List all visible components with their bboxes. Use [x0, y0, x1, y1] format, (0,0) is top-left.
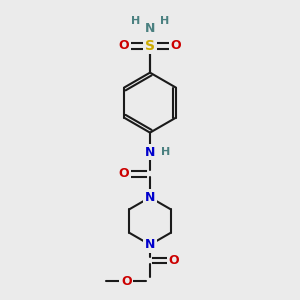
Text: N: N	[145, 22, 155, 35]
Text: S: S	[145, 39, 155, 53]
Text: O: O	[121, 274, 132, 288]
Text: N: N	[145, 238, 155, 251]
Text: O: O	[119, 167, 129, 180]
Text: O: O	[168, 254, 179, 267]
Text: H: H	[131, 16, 140, 26]
Text: O: O	[119, 39, 129, 52]
Text: H: H	[160, 16, 169, 26]
Text: H: H	[161, 147, 170, 157]
Text: N: N	[145, 191, 155, 204]
Text: O: O	[171, 39, 181, 52]
Text: N: N	[145, 146, 155, 159]
